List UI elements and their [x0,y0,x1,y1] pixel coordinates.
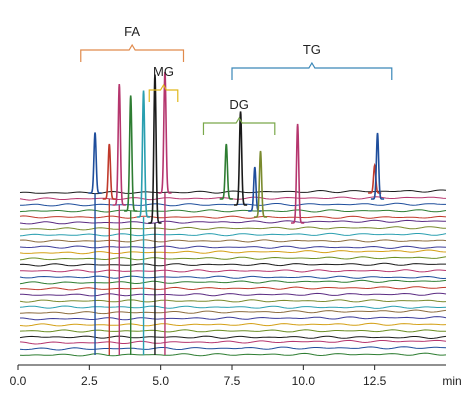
trace-line [19,202,446,207]
x-axis-unit-label: min [442,374,461,388]
bracket-mg: MG [148,64,179,102]
peak-fa [136,90,151,218]
trace-line [19,232,447,237]
peak-dg [219,143,233,200]
peak-mg [148,74,162,224]
x-tick-label: 10.0 [292,374,316,388]
peak-fa [88,132,102,194]
peak-fa [102,143,116,200]
trace-line [19,256,447,261]
trace-line [19,219,447,225]
peak-mg [158,71,172,194]
peak-dg [233,111,248,206]
bracket-line [231,61,393,80]
bracket-line [202,116,276,135]
trace-lines [19,189,447,357]
trace-line [20,286,447,291]
x-axis-ticks: 0.0 2.5 5.0 7.5 10.0 12.5 [10,365,387,388]
trace-line [20,292,447,297]
bracket-tg: TG [231,42,393,80]
peak-fa [124,95,138,212]
trace-line [19,215,447,219]
bracket-label-fa: FA [124,24,140,39]
trace-line [19,335,447,340]
trace-line [19,209,447,213]
trace-line [19,305,447,309]
group-annotations: FA MG DG TG [80,24,393,135]
trace-line [19,245,447,249]
bracket-label-mg: MG [153,64,174,79]
trace-line [19,279,447,285]
peak-fa [112,83,126,206]
trace-line [19,226,446,231]
trace-line [19,299,447,303]
bracket-label-tg: TG [303,42,321,57]
trace-line [19,275,447,280]
peak-dg [253,150,268,218]
trace-line [19,269,447,273]
trace-line [19,262,446,267]
x-tick-label: 7.5 [224,374,241,388]
x-tick-label: 0.0 [10,374,27,388]
peak-dg [248,166,262,212]
trace-line [19,352,447,357]
bracket-fa: FA [80,24,185,62]
trace-line [19,329,447,333]
bracket-line [148,83,179,102]
peak-tg [368,162,382,194]
peak-tg [370,132,385,200]
trace-line [19,239,447,243]
x-tick-label: 2.5 [81,374,98,388]
bracket-line [80,43,185,62]
trace-line [19,322,447,327]
trace-line [19,339,447,345]
peak-marks [88,71,385,355]
bracket-dg: DG [202,97,276,135]
x-tick-label: 12.5 [363,374,387,388]
x-tick-label: 5.0 [152,374,169,388]
bracket-label-dg: DG [229,97,249,112]
peak-tg [291,123,305,224]
trace-line [20,316,447,321]
trace-line [19,309,447,315]
trace-line [19,346,447,351]
trace-line [19,249,447,255]
trace-line [19,189,447,195]
